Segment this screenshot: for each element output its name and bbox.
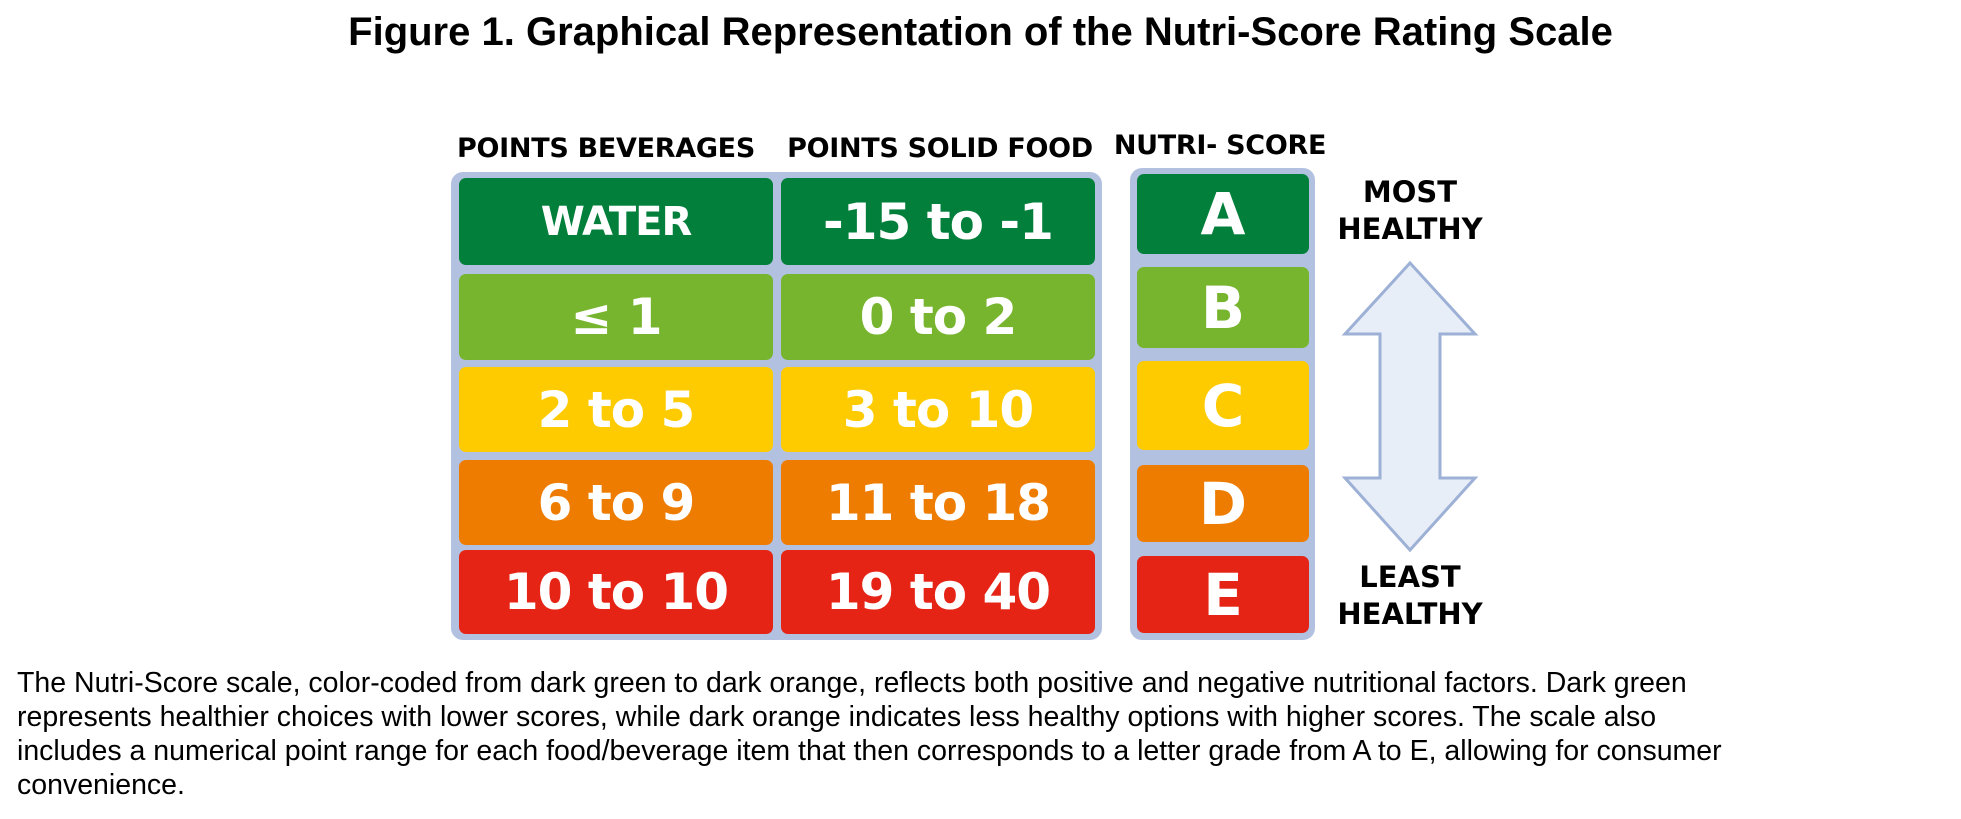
double-headed-vertical-arrow-icon bbox=[1341, 260, 1479, 553]
grade-a: A bbox=[1137, 174, 1309, 254]
least-healthy-label: LEAST HEALTHY bbox=[1300, 559, 1520, 633]
solid-food-cell-d: 11 to 18 bbox=[781, 460, 1095, 545]
solid-food-cell-b: 0 to 2 bbox=[781, 274, 1095, 360]
least-healthy-line2: HEALTHY bbox=[1337, 597, 1483, 631]
most-healthy-line2: HEALTHY bbox=[1337, 212, 1483, 246]
beverage-cell-a: WATER bbox=[459, 178, 773, 265]
grade-b: B bbox=[1137, 267, 1309, 348]
grade-c: C bbox=[1137, 361, 1309, 450]
caption-line-3: includes a numerical point range for eac… bbox=[17, 735, 1722, 767]
least-healthy-line1: LEAST bbox=[1359, 560, 1461, 594]
header-nutri-score: NUTRI- SCORE bbox=[1113, 130, 1327, 161]
figure-title: Figure 1. Graphical Representation of th… bbox=[348, 10, 1613, 54]
beverage-cell-c: 2 to 5 bbox=[459, 367, 773, 452]
most-healthy-line1: MOST bbox=[1362, 175, 1458, 209]
figure-caption: The Nutri-Score scale, color-coded from … bbox=[17, 666, 1952, 802]
caption-line-1: The Nutri-Score scale, color-coded from … bbox=[17, 667, 1687, 699]
grade-e: E bbox=[1137, 556, 1309, 633]
solid-food-cell-a: -15 to -1 bbox=[781, 178, 1095, 265]
beverage-cell-e: 10 to 10 bbox=[459, 550, 773, 634]
beverage-cell-d: 6 to 9 bbox=[459, 460, 773, 545]
header-points-solid-food: POINTS SOLID FOOD bbox=[787, 133, 1093, 164]
beverage-cell-b: ≤ 1 bbox=[459, 274, 773, 360]
most-healthy-label: MOST HEALTHY bbox=[1300, 174, 1520, 248]
solid-food-cell-c: 3 to 10 bbox=[781, 367, 1095, 452]
caption-line-4: convenience. bbox=[17, 769, 185, 801]
solid-food-cell-e: 19 to 40 bbox=[781, 550, 1095, 634]
header-points-beverages: POINTS BEVERAGES bbox=[457, 133, 755, 164]
caption-line-2: represents healthier choices with lower … bbox=[17, 701, 1657, 733]
grade-d: D bbox=[1137, 465, 1309, 542]
